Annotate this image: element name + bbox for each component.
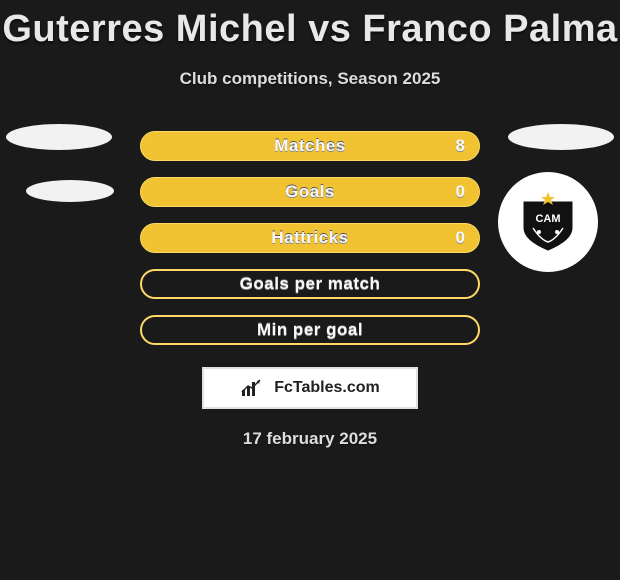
- stat-value: 8: [456, 136, 465, 156]
- stat-label: Hattricks: [271, 228, 348, 248]
- decorative-ellipse-left-1: [6, 124, 112, 150]
- stat-hattricks: Hattricks 0: [140, 223, 480, 253]
- decorative-ellipse-left-2: [26, 180, 114, 202]
- club-crest-icon: CAM: [517, 192, 579, 252]
- page-title: Guterres Michel vs Franco Palma: [0, 0, 620, 51]
- club-badge: CAM: [498, 172, 598, 272]
- stat-label: Goals: [285, 182, 335, 202]
- svg-text:CAM: CAM: [535, 213, 560, 225]
- stat-value: 0: [456, 228, 465, 248]
- footer-date: 17 february 2025: [0, 429, 620, 449]
- stat-goals: Goals 0: [140, 177, 480, 207]
- stat-label: Goals per match: [240, 274, 381, 294]
- stat-goals-per-match: Goals per match: [140, 269, 480, 299]
- stat-value: 0: [456, 182, 465, 202]
- stat-matches: Matches 8: [140, 131, 480, 161]
- source-badge[interactable]: FcTables.com: [202, 367, 418, 409]
- stat-label: Min per goal: [257, 320, 363, 340]
- source-badge-text: FcTables.com: [274, 379, 380, 397]
- subtitle: Club competitions, Season 2025: [0, 69, 620, 89]
- stat-min-per-goal: Min per goal: [140, 315, 480, 345]
- chart-icon: [240, 378, 268, 398]
- stat-label: Matches: [274, 136, 346, 156]
- decorative-ellipse-right-1: [508, 124, 614, 150]
